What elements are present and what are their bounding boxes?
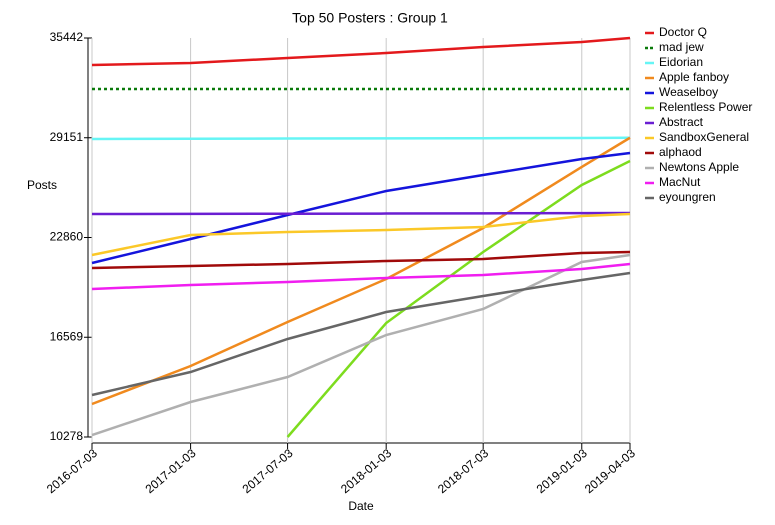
- series-line: [91, 211, 631, 216]
- x-tick-label: 2016-07-03: [44, 446, 100, 496]
- legend-label: SandboxGeneral: [659, 130, 749, 144]
- y-tick-label: 35442: [50, 30, 84, 44]
- legend-label: mad jew: [659, 40, 704, 54]
- x-tick-label: 2019-01-03: [534, 446, 590, 496]
- x-tick-label: 2019-04-03: [582, 446, 638, 496]
- y-tick-label: 22860: [50, 230, 84, 244]
- x-tick-label: 2018-01-03: [338, 446, 394, 496]
- series-line: [91, 253, 631, 437]
- x-axis-label: Date: [348, 499, 374, 513]
- legend-label: Abstract: [659, 115, 704, 129]
- y-axis-label: Posts: [27, 178, 57, 192]
- legend-label: Newtons Apple: [659, 160, 739, 174]
- legend-label: Eidorian: [659, 55, 703, 69]
- chart-title: Top 50 Posters : Group 1: [292, 10, 448, 26]
- series-line: [286, 159, 631, 438]
- x-tick-label: 2017-01-03: [143, 446, 199, 496]
- legend-label: Doctor Q: [659, 25, 707, 39]
- legend-label: Apple fanboy: [659, 70, 729, 84]
- x-tick-label: 2017-07-03: [240, 446, 296, 496]
- y-tick-label: 16569: [50, 329, 84, 343]
- x-tick-label: 2018-07-03: [435, 446, 491, 496]
- series-line: [91, 271, 631, 397]
- series-line: [91, 36, 631, 67]
- y-tick-label: 10278: [50, 429, 84, 443]
- y-tick-label: 29151: [50, 130, 84, 144]
- legend-label: Relentless Power: [659, 100, 752, 114]
- series-line: [91, 136, 631, 141]
- series-line: [91, 212, 631, 257]
- series-line: [91, 262, 631, 291]
- legend-label: Weaselboy: [659, 85, 718, 99]
- legend-label: alphaod: [659, 145, 702, 159]
- legend-label: eyoungren: [659, 190, 716, 204]
- legend-label: MacNut: [659, 175, 701, 189]
- series-line: [91, 250, 631, 270]
- series-line: [91, 151, 631, 265]
